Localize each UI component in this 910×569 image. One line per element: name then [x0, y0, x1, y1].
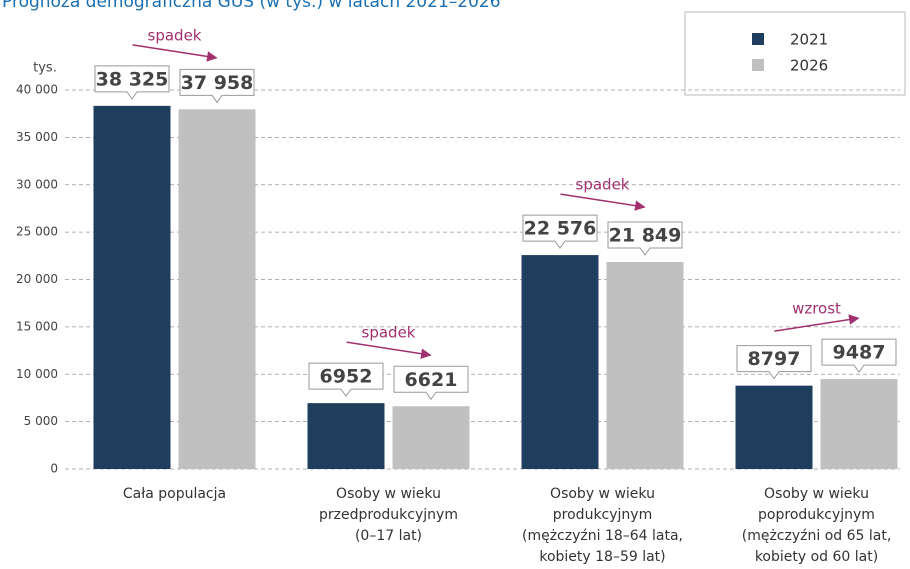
- annotation: wzrost: [792, 300, 841, 318]
- y-tick-label: 15 000: [16, 319, 58, 333]
- data-label: 37 958: [181, 72, 254, 94]
- annotation: spadek: [148, 26, 202, 44]
- y-tick-label: 10 000: [16, 367, 58, 381]
- data-label: 38 325: [96, 68, 169, 90]
- y-tick-label: 40 000: [16, 83, 58, 97]
- annotation: spadek: [576, 176, 630, 194]
- data-label: 9487: [833, 342, 886, 364]
- data-label: 6952: [320, 366, 373, 388]
- chart-title: Prognoza demograficzna GUS (w tys.) w la…: [2, 0, 501, 12]
- y-tick-label: 5 000: [24, 414, 58, 428]
- bar: [735, 385, 813, 469]
- x-tick-label: kobiety 18–59 lat): [539, 549, 665, 565]
- data-label-box: [393, 365, 469, 401]
- annotation: spadek: [362, 324, 416, 342]
- legend-box: [684, 11, 906, 96]
- data-label-box: [736, 345, 812, 380]
- data-label: 8797: [748, 348, 801, 370]
- data-label-box: [821, 338, 897, 373]
- legend-label: 2026: [790, 57, 828, 75]
- bar: [392, 406, 470, 469]
- annotation-arrow: [560, 193, 646, 211]
- annotation-arrow: [132, 44, 218, 62]
- x-tick-label: (0–17 lat): [355, 528, 422, 544]
- x-tick-label: Cała populacja: [123, 486, 226, 502]
- legend-swatch: [752, 33, 764, 45]
- data-label: 21 849: [609, 224, 682, 246]
- data-label: 22 576: [524, 218, 597, 240]
- data-label-box: [607, 221, 683, 256]
- bar: [307, 403, 385, 469]
- data-label: 6621: [405, 369, 458, 391]
- x-tick-label: produkcyjnym: [553, 507, 652, 523]
- bar: [521, 255, 599, 469]
- y-tick-label: 30 000: [16, 177, 58, 191]
- bar: [606, 261, 684, 469]
- x-tick-label: Osoby w wieku: [550, 486, 655, 502]
- x-tick-label: poprodukcyjnym: [758, 507, 875, 523]
- bar: [178, 109, 256, 469]
- data-label-box: [179, 68, 255, 104]
- bar: [820, 379, 898, 469]
- data-label-box: [522, 214, 598, 249]
- x-tick-label: (mężczyźni 18–64 lata,: [522, 528, 683, 544]
- x-tick-label: przedprodukcyjnym: [319, 507, 458, 523]
- annotation-arrow: [346, 341, 432, 359]
- y-tick-label: 35 000: [16, 130, 58, 144]
- x-tick-label: Osoby w wieku: [336, 486, 441, 502]
- annotation-arrow: [774, 314, 860, 332]
- y-tick-label: 0: [50, 462, 58, 476]
- x-tick-label: Osoby w wieku: [764, 486, 869, 502]
- x-tick-label: kobiety od 60 lat): [755, 549, 878, 565]
- data-label-box: [94, 65, 170, 100]
- y-axis-label: tys.: [33, 61, 57, 76]
- data-label-box: [308, 362, 384, 397]
- legend-label: 2021: [790, 31, 828, 49]
- y-tick-label: 25 000: [16, 225, 58, 239]
- bar: [93, 105, 171, 469]
- y-tick-label: 20 000: [16, 272, 58, 286]
- x-tick-label: (mężczyźni od 65 lat,: [742, 528, 892, 544]
- legend-swatch: [752, 59, 764, 71]
